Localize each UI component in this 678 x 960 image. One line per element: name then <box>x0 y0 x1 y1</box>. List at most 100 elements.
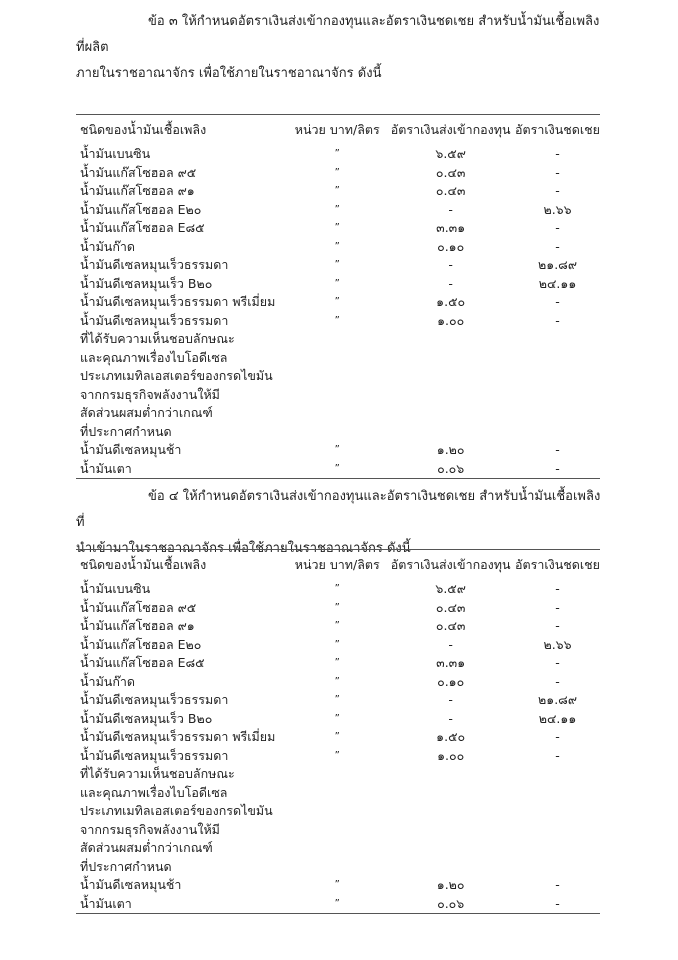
unit-cell: ” <box>334 620 340 631</box>
unit-cell: ” <box>334 166 340 178</box>
compensation-rate-cell: - <box>555 729 560 744</box>
fuel-type-cell: สัดส่วนผสมต่ำกว่าเกณฑ์ <box>80 405 213 420</box>
fund-rate-cell: ๐.๔๓ <box>435 183 466 198</box>
table-row: น้ำมันดีเซลหมุนเร็วธรรมดา ” ๑.๐๐ - <box>76 312 600 331</box>
compensation-rate-cell <box>515 330 600 349</box>
unit-cell: ” <box>334 203 340 215</box>
unit-cell <box>288 367 386 386</box>
table-row: น้ำมันก๊าด ” ๐.๑๐ - <box>76 673 600 692</box>
compensation-rate-cell <box>515 839 600 858</box>
fund-rate-cell <box>386 386 515 405</box>
unit-cell <box>288 802 386 821</box>
compensation-rate-cell: - <box>555 442 560 457</box>
fuel-type-cell: ที่ประกาศกำหนด <box>80 423 172 439</box>
fund-rate-cell: ๑.๕๐ <box>436 729 466 744</box>
compensation-rate-cell: - <box>555 164 560 180</box>
fuel-type-cell: น้ำมันเตา <box>80 460 132 476</box>
unit-cell: ” <box>334 657 340 668</box>
unit-cell <box>288 784 386 803</box>
unit-cell <box>288 839 386 858</box>
fund-rate-cell: ๑.๐๐ <box>437 747 465 763</box>
table-row: น้ำมันแก๊สโซฮอล ๙๑ ” ๐.๔๓ - <box>76 617 600 636</box>
fuel-type-cell: น้ำมันแก๊สโซฮอล ๙๑ <box>80 183 195 198</box>
unit-cell: ” <box>334 601 340 613</box>
fund-rate-cell: ๑.๐๐ <box>437 312 465 328</box>
compensation-rate-cell <box>515 386 600 405</box>
table-row: น้ำมันแก๊สโซฮอล ๙๑ ” ๐.๔๓ - <box>76 182 600 201</box>
compensation-rate-cell <box>515 821 600 840</box>
fuel-type-cell: น้ำมันแก๊สโซฮอล E๒๐ <box>80 636 202 652</box>
table-row: น้ำมันแก๊สโซฮอล E๒๐ ” - ๒.๖๖ <box>76 636 600 655</box>
fund-rate-cell: - <box>448 257 453 272</box>
fuel-type-cell: น้ำมันแก๊สโซฮอล ๙๕ <box>80 164 197 180</box>
unit-cell <box>288 858 386 877</box>
compensation-rate-cell: ๒๔.๑๑ <box>538 275 577 291</box>
table-row: น้ำมันก๊าด ” ๐.๑๐ - <box>76 238 600 257</box>
table-row: น้ำมันดีเซลหมุนเร็ว B๒๐ ” - ๒๔.๑๑ <box>76 275 600 294</box>
compensation-rate-cell: ๒๑.๘๙ <box>538 692 577 707</box>
fuel-type-cell: น้ำมันแก๊สโซฮอล E๒๐ <box>80 201 202 217</box>
unit-cell: ” <box>334 897 340 909</box>
table-row: น้ำมันเบนซิน ” ๖.๕๙ - <box>76 145 600 164</box>
fuel-type-cell: น้ำมันแก๊สโซฮอล ๙๕ <box>80 599 197 615</box>
unit-cell: ” <box>334 638 340 650</box>
column-header: อัตราเงินชดเชย <box>515 122 600 137</box>
table-row: สัดส่วนผสมต่ำกว่าเกณฑ์ <box>76 404 600 423</box>
compensation-rate-cell <box>515 858 600 877</box>
compensation-rate-cell <box>515 349 600 368</box>
unit-cell: ” <box>334 296 340 307</box>
fuel-type-cell: จากกรมธุรกิจพลังงานให้มี <box>80 821 220 837</box>
fuel-type-cell: น้ำมันเบนซิน <box>80 146 151 161</box>
unit-cell: ” <box>334 185 340 196</box>
fund-rate-cell <box>386 802 515 821</box>
fund-rate-cell: ๖.๕๙ <box>435 146 466 161</box>
unit-cell <box>288 386 386 405</box>
fund-rate-cell: ๐.๑๐ <box>437 238 465 254</box>
fund-rate-cell: - <box>448 636 453 652</box>
unit-cell: ” <box>334 462 340 474</box>
compensation-rate-cell: - <box>555 581 560 596</box>
header-row: ชนิดของน้ำมันเชื้อเพลิง หน่วย บาท/ลิตร อัต… <box>76 115 600 146</box>
table-row: และคุณภาพเรื่องไบโอดีเซล <box>76 349 600 368</box>
unit-cell <box>288 821 386 840</box>
compensation-rate-cell: - <box>555 460 560 476</box>
fund-rate-cell <box>386 330 515 349</box>
column-header: หน่วย บาท/ลิตร <box>294 122 380 137</box>
compensation-rate-cell: ๒.๖๖ <box>543 201 572 217</box>
unit-cell <box>288 349 386 368</box>
fund-rate-cell: - <box>448 710 453 726</box>
compensation-rate-cell <box>515 423 600 442</box>
fuel-type-cell: น้ำมันดีเซลหมุนเร็ว B๒๐ <box>80 710 213 726</box>
fuel-type-cell: น้ำมันดีเซลหมุนเร็วธรรมดา <box>80 257 229 272</box>
unit-cell: ” <box>334 259 340 270</box>
compensation-rate-cell: - <box>555 877 560 892</box>
fuel-type-cell: ที่ประกาศกำหนด <box>80 858 172 874</box>
compensation-rate-cell: - <box>555 146 560 161</box>
fund-rate-cell <box>386 765 515 784</box>
table-row: น้ำมันแก๊สโซฮอล E๒๐ ” - ๒.๖๖ <box>76 201 600 220</box>
fund-rate-cell <box>386 367 515 386</box>
table-row: น้ำมันดีเซลหมุนเร็วธรรมดา ” ๑.๐๐ - <box>76 747 600 766</box>
fuel-type-cell: น้ำมันแก๊สโซฮอล E๘๕ <box>80 655 205 670</box>
unit-cell <box>288 330 386 349</box>
fuel-type-cell: น้ำมันก๊าด <box>80 238 136 254</box>
table-row: น้ำมันแก๊สโซฮอล E๘๕ ” ๓.๓๑ - <box>76 219 600 238</box>
fund-rate-cell <box>386 423 515 442</box>
compensation-rate-cell: - <box>555 238 560 254</box>
table-row: ที่ประกาศกำหนด <box>76 858 600 877</box>
table-row: สัดส่วนผสมต่ำกว่าเกณฑ์ <box>76 839 600 858</box>
domestic-fuel-rate-table: ชนิดของน้ำมันเชื้อเพลิง หน่วย บาท/ลิตร อัต… <box>76 114 600 479</box>
compensation-rate-cell: ๒.๖๖ <box>543 636 572 652</box>
fund-rate-cell <box>386 821 515 840</box>
compensation-rate-cell: ๒๑.๘๙ <box>538 257 577 272</box>
unit-cell: ” <box>334 749 340 761</box>
table-row: ที่ได้รับความเห็นชอบลักษณะ <box>76 330 600 349</box>
table-row: น้ำมันเบนซิน ” ๖.๕๙ - <box>76 580 600 599</box>
fuel-type-cell: น้ำมันดีเซลหมุนช้า <box>80 442 182 457</box>
table-row: น้ำมันดีเซลหมุนเร็ว B๒๐ ” - ๒๔.๑๑ <box>76 710 600 729</box>
fund-rate-cell <box>386 404 515 423</box>
unit-cell: ” <box>334 444 340 455</box>
table-row: น้ำมันแก๊สโซฮอล ๙๕ ” ๐.๔๓ - <box>76 164 600 183</box>
column-header: อัตราเงินส่งเข้ากองทุน <box>390 122 511 137</box>
fund-rate-cell: ๐.๔๓ <box>435 618 466 633</box>
